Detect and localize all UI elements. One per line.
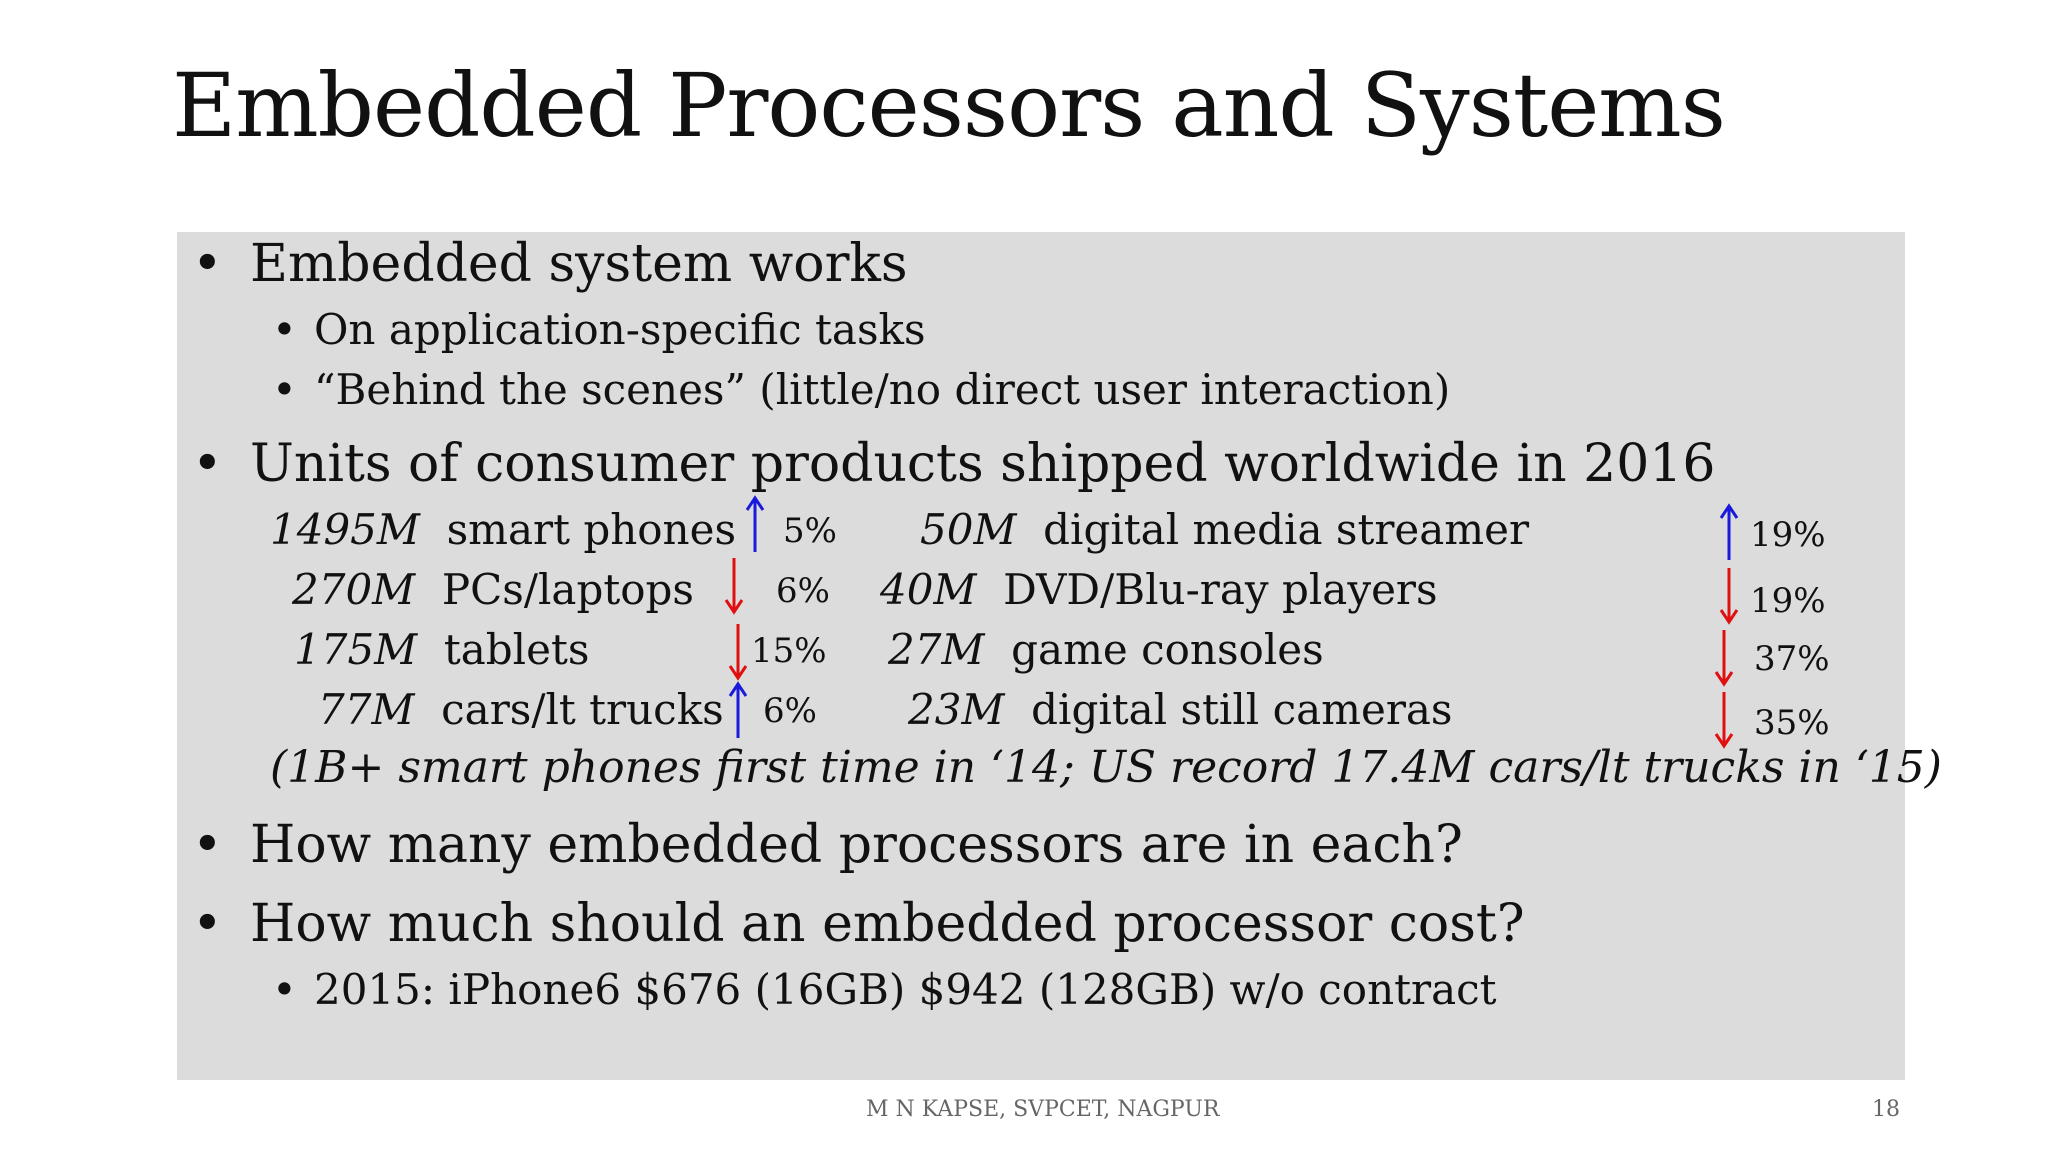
- shipment-product: PCs/laptops: [441, 565, 694, 614]
- arrow-down-icon: [728, 624, 748, 681]
- bullet-how-many-processors: • How many embedded processors are in eac…: [192, 819, 1463, 871]
- footer-author: M N KAPSE, SVPCET, NAGPUR: [866, 1097, 1220, 1122]
- shipment-units: 40M: [880, 565, 977, 614]
- bullet-processor-cost: • How much should an embedded processor c…: [192, 898, 1525, 950]
- shipment-product: smart phones: [446, 505, 737, 554]
- bullet-text: Units of consumer products shipped world…: [250, 434, 1716, 494]
- shipment-row-still-cameras: 23M digital still cameras: [908, 689, 1453, 731]
- bullet-dot: •: [192, 434, 223, 494]
- shipment-row-dvd-bluray: 40M DVD/Blu-ray players: [880, 569, 1438, 611]
- bullet-text: How much should an embedded processor co…: [250, 894, 1525, 954]
- page-number: 18: [1872, 1097, 1900, 1122]
- bullet-dot: •: [192, 815, 223, 875]
- shipment-product: digital media streamer: [1043, 505, 1530, 554]
- shipment-row-game-consoles: 27M game consoles: [888, 629, 1324, 671]
- shipment-product: cars/lt trucks: [441, 685, 724, 734]
- change-percent: 6%: [763, 691, 817, 731]
- change-percent: 15%: [751, 631, 827, 671]
- shipment-row-cars-trucks: 77M cars/lt trucks: [318, 689, 724, 731]
- arrow-up-icon: [745, 495, 765, 552]
- shipment-product: DVD/Blu-ray players: [1003, 565, 1438, 614]
- shipment-units: 50M: [920, 505, 1017, 554]
- arrow-up-icon: [728, 681, 748, 738]
- bullet-text: 2015: iPhone6 $676 (16GB) $942 (128GB) w…: [314, 965, 1497, 1014]
- arrow-down-icon: [1714, 630, 1734, 687]
- bullet-dot: •: [192, 234, 223, 294]
- bullet-dot: •: [192, 894, 223, 954]
- arrow-up-icon: [1719, 503, 1739, 560]
- bullet-text: Embedded system works: [250, 234, 908, 294]
- shipment-row-pcs-laptops: 270M PCs/laptops: [292, 569, 694, 611]
- change-percent: 35%: [1754, 703, 1830, 743]
- sub-bullet-behind-the-scenes: • “Behind the scenes” (little/no direct u…: [272, 369, 1450, 411]
- arrow-down-icon: [1714, 692, 1734, 749]
- bullet-dot: •: [272, 365, 297, 414]
- arrow-down-icon: [1719, 568, 1739, 625]
- bullet-text: “Behind the scenes” (little/no direct us…: [314, 365, 1451, 414]
- slide-title: Embedded Processors and Systems: [172, 54, 1726, 157]
- change-percent: 6%: [776, 571, 830, 611]
- bullet-text: How many embedded processors are in each…: [250, 815, 1463, 875]
- bullet-units-shipped: • Units of consumer products shipped worl…: [192, 438, 1715, 490]
- shipment-row-media-streamer: 50M digital media streamer: [920, 509, 1529, 551]
- bullet-embedded-system-works: • Embedded system works: [192, 238, 908, 290]
- shipments-note: (1B+ smart phones first time in ‘14; US …: [270, 742, 1942, 793]
- bullet-text: On application-specific tasks: [314, 305, 926, 354]
- change-percent: 19%: [1750, 515, 1826, 555]
- shipment-row-tablets: 175M tablets: [294, 629, 589, 671]
- shipment-product: digital still cameras: [1031, 685, 1453, 734]
- shipment-units: 270M: [292, 565, 416, 614]
- shipment-row-smart-phones: 1495M smart phones: [270, 509, 736, 551]
- change-percent: 19%: [1750, 581, 1826, 621]
- shipment-units: 27M: [888, 625, 985, 674]
- bullet-dot: •: [272, 305, 297, 354]
- bullet-dot: •: [272, 965, 297, 1014]
- shipment-units: 23M: [908, 685, 1005, 734]
- sub-bullet-application-specific: • On application-specific tasks: [272, 309, 926, 351]
- shipment-product: game consoles: [1011, 625, 1324, 674]
- arrow-down-icon: [724, 558, 744, 615]
- shipment-units: 1495M: [270, 505, 420, 554]
- change-percent: 5%: [783, 511, 837, 551]
- shipment-units: 175M: [294, 625, 418, 674]
- change-percent: 37%: [1754, 639, 1830, 679]
- shipment-units: 77M: [318, 685, 415, 734]
- shipment-product: tablets: [443, 625, 590, 674]
- sub-bullet-iphone-price: • 2015: iPhone6 $676 (16GB) $942 (128GB) …: [272, 969, 1497, 1011]
- content-box: [177, 232, 1905, 1080]
